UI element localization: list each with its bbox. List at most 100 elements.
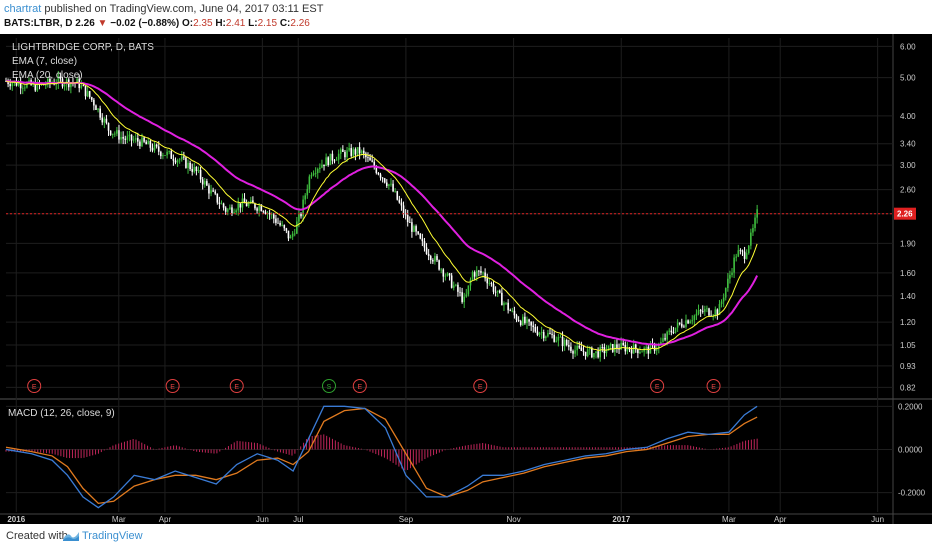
candle-body <box>423 241 426 248</box>
candle-body <box>534 327 537 332</box>
candle-body <box>714 309 717 316</box>
candle-body <box>358 147 361 154</box>
candle-body <box>241 198 244 208</box>
candle-body <box>507 302 509 311</box>
open-value: 2.35 <box>193 18 213 29</box>
candle-body <box>256 208 258 211</box>
created-with-text: Created with <box>6 530 68 542</box>
price-tick-label: 0.82 <box>900 383 916 392</box>
candle-body <box>641 351 643 353</box>
time-tick-label: Nov <box>506 515 520 524</box>
event-marker-label: E <box>234 384 239 391</box>
candle-body <box>427 253 430 257</box>
candle-body <box>683 326 685 328</box>
candle-body <box>421 238 424 242</box>
tradingview-brand[interactable]: TradingView <box>82 530 143 542</box>
ema20-line <box>5 80 759 346</box>
candle-body <box>371 160 373 162</box>
candle-body <box>637 349 639 354</box>
candle-body <box>26 82 28 88</box>
candle-body <box>335 159 338 161</box>
candle-body <box>224 207 227 212</box>
symbol-label: BATS:LTBR, D <box>4 18 73 29</box>
candle-body <box>356 147 359 155</box>
candle-body <box>701 310 704 312</box>
candle-body <box>429 256 432 261</box>
candle-body <box>737 250 740 257</box>
chart-svg[interactable]: 2.26 E E E S E E E E 6.00 5.00 4.00 3.40 3.00 2.60 1.… <box>0 34 932 524</box>
low-value: 2.15 <box>257 18 278 29</box>
candle-body <box>609 344 612 346</box>
candle-body <box>530 321 532 326</box>
candle-body <box>392 183 394 192</box>
time-tick-label: Jul <box>293 515 303 524</box>
candle-body <box>645 346 648 348</box>
candle-body <box>237 203 240 211</box>
candle-body <box>565 340 568 346</box>
candle-body <box>390 183 392 185</box>
chart-area[interactable]: 2.26 E E E S E E E E 6.00 5.00 4.00 3.40 3.00 2.60 1.… <box>0 34 932 524</box>
candle-body <box>448 273 451 276</box>
candle-body <box>536 331 539 335</box>
candle-body <box>310 174 313 177</box>
candle-body <box>396 191 399 200</box>
candle-body <box>452 285 455 288</box>
candle-body <box>199 170 202 180</box>
candle-body <box>404 214 407 216</box>
high-label: H: <box>215 18 226 29</box>
candle-body <box>432 260 434 262</box>
candle-body <box>634 344 637 350</box>
candle-body <box>287 230 290 239</box>
candle-body <box>417 231 419 234</box>
candle-body <box>750 232 752 246</box>
price-tick-label: 6.00 <box>900 42 916 51</box>
candle-body <box>524 316 526 324</box>
close-value: 2.26 <box>290 18 310 29</box>
author-link[interactable]: chartrat <box>4 3 42 15</box>
price-tick-label: 3.40 <box>900 140 916 149</box>
candle-body <box>206 181 208 186</box>
candle-body <box>586 349 589 357</box>
price-tick-label: 4.00 <box>900 112 916 121</box>
candle-body <box>639 351 641 354</box>
candle-body <box>59 76 62 79</box>
candle-body <box>279 222 281 226</box>
candle-body <box>743 251 746 259</box>
candle-body <box>574 350 576 354</box>
candle-body <box>444 275 447 277</box>
candle-body <box>681 323 683 327</box>
candle-body <box>193 166 196 172</box>
candle-body <box>84 86 87 97</box>
candle-body <box>545 336 547 339</box>
tradingview-logo-icon[interactable] <box>62 528 80 544</box>
event-marker <box>165 379 180 393</box>
ohlc-line: BATS:LTBR, D 2.26 ▼ −0.02 (−0.88%) O:2.3… <box>4 18 310 29</box>
event-marker <box>650 379 665 393</box>
candle-body <box>93 99 95 106</box>
candle-body <box>11 83 14 87</box>
candle-body <box>70 82 72 88</box>
event-marker <box>229 379 244 393</box>
candle-body <box>132 139 135 141</box>
candle-body <box>492 284 495 292</box>
high-value: 2.41 <box>225 18 246 29</box>
candle-body <box>365 153 367 158</box>
candle-body <box>197 170 200 172</box>
candle-body <box>482 272 484 274</box>
candle-body <box>455 284 457 286</box>
price-tick-label: 1.40 <box>900 292 916 301</box>
candle-body <box>521 316 524 325</box>
candle-body <box>425 247 428 254</box>
candle-body <box>34 82 37 91</box>
candle-body <box>478 270 480 272</box>
candle-body <box>704 309 706 312</box>
event-marker <box>27 379 42 393</box>
candle-body <box>463 296 466 303</box>
candle-body <box>185 157 187 168</box>
candle-body <box>381 177 384 179</box>
candle-body <box>733 257 735 273</box>
candle-body <box>264 211 267 214</box>
candle-body <box>9 84 11 87</box>
candle-body <box>63 84 66 87</box>
candle-body <box>735 256 738 258</box>
